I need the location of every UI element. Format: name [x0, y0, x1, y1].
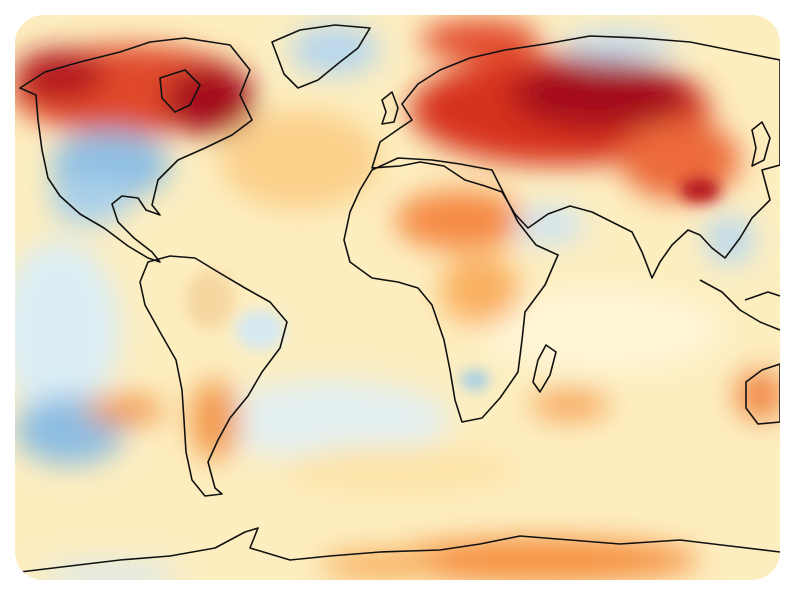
antarctica-coast [19, 527, 780, 573]
britain-coast [381, 91, 399, 125]
africa-coast [343, 157, 559, 423]
greenland-coast [271, 24, 371, 89]
south-america-coast [139, 255, 288, 497]
anomaly-details [185, 178, 720, 390]
madagascar-coast [532, 344, 557, 393]
coastlines [19, 24, 780, 573]
map-field [15, 15, 780, 580]
southeast-asia-islands [699, 279, 780, 331]
hudson-bay [159, 69, 201, 113]
australia-coast [745, 363, 780, 425]
anomaly-blobs [15, 20, 780, 580]
japan-coast [751, 121, 771, 167]
north-america-coast [19, 37, 253, 263]
eurasia-coast [371, 35, 780, 279]
